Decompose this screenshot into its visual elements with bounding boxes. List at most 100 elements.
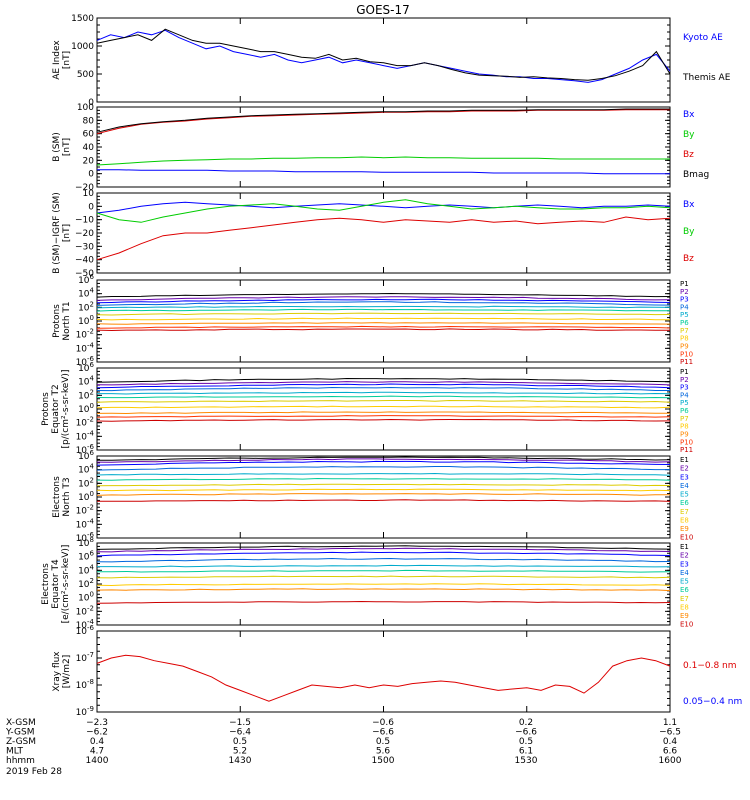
axis-row-value: −1.5 <box>229 718 251 728</box>
legend-entry: By <box>683 227 695 237</box>
y-axis-label: [p/(cm²-s-sr-keV)] <box>61 370 71 449</box>
legend-entry: Bz <box>683 150 694 160</box>
series-by <box>96 199 671 223</box>
y-tick-label: 100 <box>78 490 94 503</box>
legend-entry: P7 <box>680 415 689 423</box>
series-bmag <box>96 108 670 133</box>
legend-entry: E2 <box>680 465 689 473</box>
axis-row-value: −6.4 <box>229 728 251 738</box>
y-axis-label: B (SM) <box>52 132 62 162</box>
axis-row-value: 1600 <box>659 756 682 766</box>
y-tick-label: 104 <box>78 463 94 476</box>
legend-entry: P8 <box>680 335 689 343</box>
axis-row-value: −6.6 <box>515 728 537 738</box>
panel-frame <box>96 106 671 188</box>
y-tick-label: 106 <box>78 273 94 286</box>
plot-date: 2019 Feb 28 <box>6 767 62 777</box>
series-p3 <box>96 298 671 304</box>
panel-xray: 10-6 10-7 10-8 10-9 Xray flux [W/m2] 0.1−0.8 n… <box>52 624 742 718</box>
series-e4 <box>96 557 671 563</box>
series-bx <box>96 201 671 214</box>
legend-entry: E3 <box>680 560 689 568</box>
y-tick-label: 106 <box>78 550 94 563</box>
legend-entry: P5 <box>680 399 689 407</box>
legend-entry: E8 <box>680 603 689 611</box>
y-tick-label: 0 <box>88 202 94 212</box>
series-e2 <box>96 547 671 553</box>
legend-entry: P5 <box>680 311 689 319</box>
series-p6 <box>96 308 670 312</box>
y-axis-label: Protons <box>52 304 62 338</box>
series-e6 <box>96 477 671 481</box>
axis-row-value: 0.5 <box>233 737 247 747</box>
legend-entry: P11 <box>680 446 693 454</box>
axis-row-value: −6.5 <box>659 728 681 738</box>
y-tick-label: 102 <box>78 388 94 401</box>
legend-entry: E1 <box>680 543 689 551</box>
axis-row-value: 0.4 <box>90 737 105 747</box>
panel-bigrf: 10 0 −10 −20 −30 −40 −50 B (SM)−IGRF (SM) [nT] Bx… <box>52 189 695 279</box>
series-e1 <box>96 545 671 550</box>
series-p1 <box>96 292 671 298</box>
y-tick-label: 10-2 <box>76 328 94 341</box>
y-tick-label: 10-2 <box>76 604 94 617</box>
series-p4 <box>96 386 670 392</box>
series-p11 <box>96 418 671 422</box>
axis-row-label: Z-GSM <box>6 737 36 747</box>
panel-bsm: 100 80 60 40 20 0 −20 B (SM) [nT] Bx By Bz Bmag <box>52 103 709 193</box>
axis-row-value: 0.2 <box>519 718 533 728</box>
y-tick-label: 10-4 <box>76 429 95 442</box>
y-tick-label: 0 <box>88 170 94 180</box>
axis-row-value: −0.6 <box>372 718 394 728</box>
legend-entry: Bx <box>683 200 695 210</box>
axis-row-value: 5.6 <box>376 747 391 757</box>
y-axis-label: AE Index <box>52 40 62 80</box>
legend-entry: P3 <box>680 296 689 304</box>
legend-entry: P6 <box>680 319 689 327</box>
series-by <box>96 156 670 166</box>
legend-entry: E1 <box>680 456 689 464</box>
legend-entry: P3 <box>680 384 689 392</box>
panel-frame <box>96 630 671 713</box>
series-p5 <box>96 305 671 309</box>
legend-entry: Bx <box>683 110 695 120</box>
y-axis-label: [nT] <box>62 224 72 242</box>
y-axis-label: Equator T2 <box>51 384 61 433</box>
series-themis-ae <box>96 28 671 81</box>
y-axis-label: Equator T4 <box>51 559 61 609</box>
series-e6 <box>97 569 671 573</box>
series-e3 <box>96 551 671 557</box>
y-axis-label: Electrons <box>52 476 62 518</box>
y-tick-label: 60 <box>83 130 95 140</box>
legend-entry: P10 <box>680 438 693 446</box>
y-tick-label: 10-7 <box>76 651 94 664</box>
y-tick-label: 40 <box>83 143 95 153</box>
y-tick-label: 104 <box>78 563 94 576</box>
series-e1 <box>96 456 671 461</box>
axis-row-value: 1500 <box>372 756 395 766</box>
y-tick-label: 0 <box>88 98 94 108</box>
y-tick-label: 10-6 <box>76 624 95 637</box>
series-p8 <box>96 405 671 409</box>
y-axis-label: Protons <box>41 392 51 426</box>
legend-entry: P8 <box>680 423 689 431</box>
series-e3 <box>96 460 671 466</box>
series-p6 <box>96 395 671 399</box>
series-e10 <box>96 499 671 502</box>
series-e2 <box>96 458 671 463</box>
series-p3 <box>96 383 671 389</box>
axis-row-value: 6.6 <box>663 747 678 757</box>
axis-row-value: 0.4 <box>663 737 678 747</box>
series-e9 <box>96 588 671 592</box>
y-tick-label: 80 <box>83 116 95 126</box>
series-0-1-0-8-nm <box>96 654 671 702</box>
axis-row-value: 0.5 <box>519 737 533 747</box>
y-tick-label: 10-4 <box>76 618 95 631</box>
series-p7 <box>96 399 671 403</box>
y-tick-label: −30 <box>75 242 94 252</box>
legend-entry: P11 <box>680 358 693 366</box>
legend-entry: P2 <box>680 376 689 384</box>
legend-entry: E7 <box>680 595 689 603</box>
legend-entry: 0.05−0.4 nm <box>683 697 742 707</box>
